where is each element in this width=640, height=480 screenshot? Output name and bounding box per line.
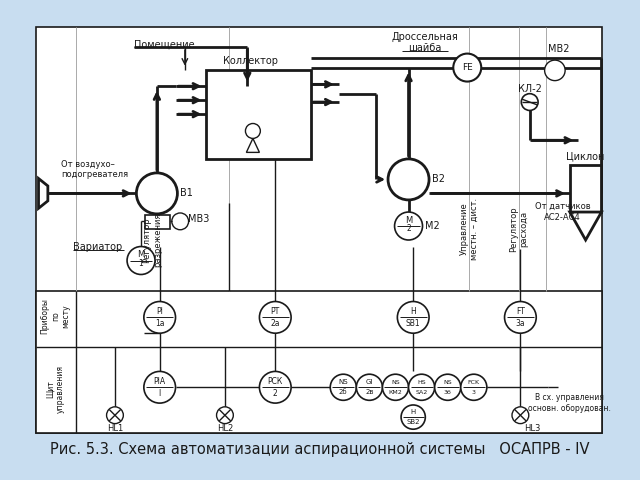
Text: 3: 3 xyxy=(472,390,476,395)
Text: М: М xyxy=(405,216,412,225)
Text: 3а: 3а xyxy=(516,319,525,328)
Circle shape xyxy=(356,374,383,400)
Text: М: М xyxy=(138,251,145,259)
Text: NS: NS xyxy=(339,379,348,385)
Text: PT: PT xyxy=(271,307,280,316)
Circle shape xyxy=(172,213,189,230)
Text: Приборы
по
месту: Приборы по месту xyxy=(40,299,70,335)
Text: FCK: FCK xyxy=(468,380,480,385)
Text: SB1: SB1 xyxy=(406,319,420,328)
Text: Регулятор
расхода: Регулятор расхода xyxy=(509,206,528,252)
Text: МВ3: МВ3 xyxy=(188,215,209,225)
Text: PIA: PIA xyxy=(154,377,166,386)
Text: HS: HS xyxy=(417,380,426,385)
Text: РСК: РСК xyxy=(268,377,283,386)
Circle shape xyxy=(330,374,356,400)
Circle shape xyxy=(107,407,124,424)
Text: FE: FE xyxy=(462,63,472,72)
Text: NS: NS xyxy=(391,380,400,385)
Text: Помещение: Помещение xyxy=(134,39,194,49)
Text: 2б: 2б xyxy=(339,389,348,395)
Circle shape xyxy=(461,374,487,400)
Text: От датчиков
АС2-АС4: От датчиков АС2-АС4 xyxy=(534,203,590,222)
Circle shape xyxy=(259,301,291,333)
Circle shape xyxy=(435,374,461,400)
Text: Щит
управления: Щит управления xyxy=(45,365,65,413)
Circle shape xyxy=(216,407,234,424)
Text: 2а: 2а xyxy=(271,319,280,328)
Text: 1: 1 xyxy=(139,259,143,268)
Circle shape xyxy=(453,54,481,82)
Circle shape xyxy=(545,60,565,81)
Bar xyxy=(570,166,602,212)
Text: В сх. управления
основн. оборудован.: В сх. управления основн. оборудован. xyxy=(529,394,611,413)
Text: Управление
местн. – дист.: Управление местн. – дист. xyxy=(460,198,479,260)
Text: H: H xyxy=(411,409,416,416)
Text: Регулятор
разрежения: Регулятор разрежения xyxy=(143,213,162,267)
Text: 2: 2 xyxy=(273,389,278,398)
Text: От воздухо–
подогревателя: От воздухо– подогревателя xyxy=(61,160,128,180)
Polygon shape xyxy=(570,212,602,240)
Circle shape xyxy=(136,173,177,214)
Text: I: I xyxy=(159,389,161,398)
Text: КМ2: КМ2 xyxy=(388,390,403,395)
Text: МВ2: МВ2 xyxy=(548,44,570,54)
Text: В2: В2 xyxy=(432,174,445,184)
Text: SA2: SA2 xyxy=(415,390,428,395)
Circle shape xyxy=(395,212,422,240)
Text: HL2: HL2 xyxy=(217,424,233,433)
Circle shape xyxy=(144,301,175,333)
Text: H: H xyxy=(410,307,416,316)
Polygon shape xyxy=(246,138,259,152)
Circle shape xyxy=(504,301,536,333)
Text: NS: NS xyxy=(444,380,452,385)
Text: Рис. 5.3. Схема автоматизации аспирационной системы   ОСАПРВ - IV: Рис. 5.3. Схема автоматизации аспирацион… xyxy=(51,442,589,457)
Circle shape xyxy=(127,247,155,275)
Bar xyxy=(145,215,170,229)
Circle shape xyxy=(259,372,291,403)
Text: В1: В1 xyxy=(180,188,193,198)
Text: КЛ-2: КЛ-2 xyxy=(518,84,541,94)
Bar xyxy=(36,291,602,433)
Circle shape xyxy=(408,374,435,400)
Text: 2: 2 xyxy=(406,224,411,233)
Circle shape xyxy=(522,94,538,110)
Circle shape xyxy=(512,407,529,424)
Text: Дроссельная
шайба: Дроссельная шайба xyxy=(391,32,458,53)
Text: HL3: HL3 xyxy=(524,424,541,433)
Text: Коллектор: Коллектор xyxy=(223,56,278,66)
Text: HL1: HL1 xyxy=(107,424,123,433)
Text: FT: FT xyxy=(516,307,525,316)
Circle shape xyxy=(144,372,175,403)
Text: М2: М2 xyxy=(426,221,440,231)
Text: Вариатор: Вариатор xyxy=(73,242,122,252)
Text: 3б: 3б xyxy=(444,390,452,395)
Circle shape xyxy=(401,405,426,429)
Text: SB2: SB2 xyxy=(406,419,420,425)
Circle shape xyxy=(245,123,260,138)
Bar xyxy=(206,71,310,159)
Text: Циклон: Циклон xyxy=(566,151,604,161)
Text: 2в: 2в xyxy=(365,389,374,395)
Polygon shape xyxy=(38,179,48,208)
Text: GI: GI xyxy=(365,379,373,385)
Circle shape xyxy=(397,301,429,333)
Circle shape xyxy=(388,159,429,200)
Circle shape xyxy=(383,374,408,400)
Text: PI: PI xyxy=(156,307,163,316)
Text: 1а: 1а xyxy=(155,319,164,328)
